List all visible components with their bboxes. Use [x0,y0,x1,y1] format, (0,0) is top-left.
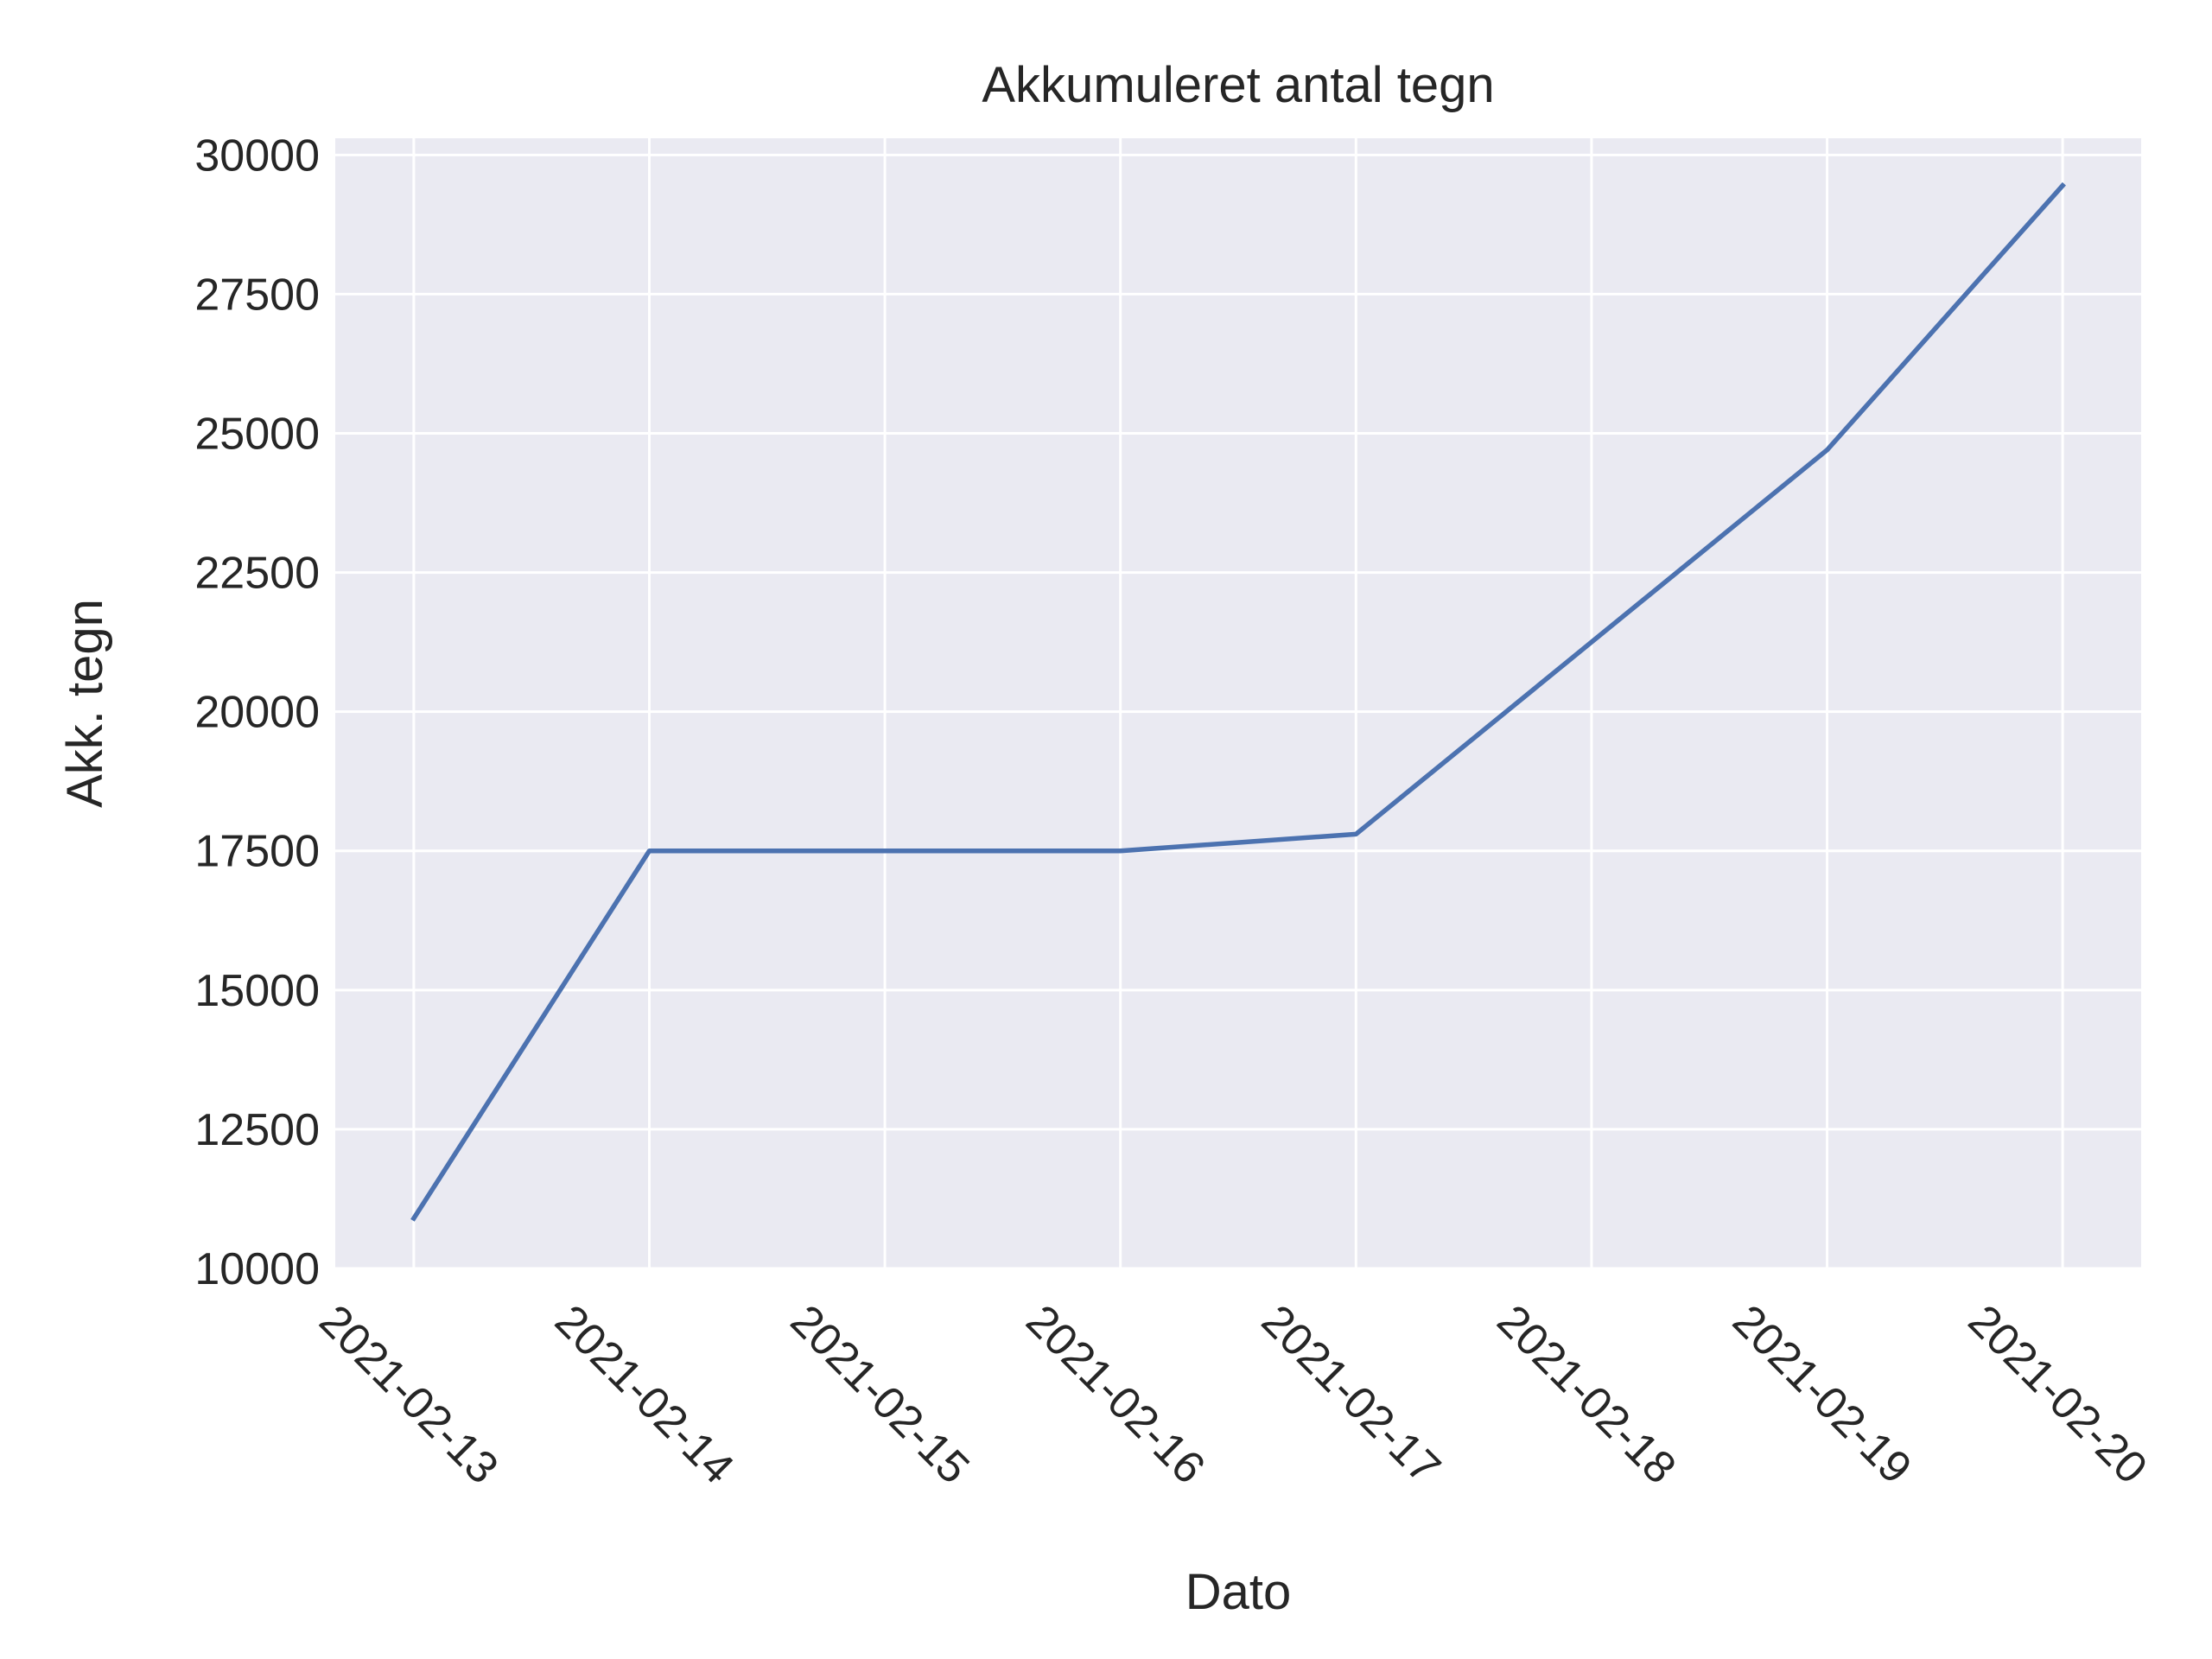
series-line [410,181,2066,1222]
y-tick-label: 22500 [194,549,320,599]
x-tick-label: 2021-02-19 [1723,1295,1921,1493]
y-tick-label: 25000 [194,409,320,459]
plot-area [335,138,2141,1268]
y-tick-label: 12500 [194,1105,320,1155]
y-axis-label: Akk. tegn [57,599,113,808]
x-axis-label: Dato [1185,1564,1292,1620]
x-tick-label: 2021-02-14 [545,1295,743,1493]
x-tick-label: 2021-02-18 [1487,1295,1685,1493]
x-tick-label: 2021-02-20 [1959,1295,2157,1493]
x-tick-labels: 2021-02-13 2021-02-14 2021-02-15 2021-02-16… [309,1295,2156,1493]
x-tick-label: 2021-02-16 [1016,1295,1214,1493]
y-tick-label: 27500 [194,270,320,320]
y-tick-label: 20000 [194,688,320,738]
y-tick-labels: 10000 12500 15000 17500 20000 22500 25000 27500… [194,130,320,1294]
y-tick-label: 30000 [194,130,320,181]
y-tick-label: 15000 [194,966,320,1016]
y-tick-label: 10000 [194,1244,320,1294]
series-group [410,181,2066,1222]
y-tick-label: 17500 [194,827,320,877]
grid-lines [335,138,2141,1270]
x-tick-label: 2021-02-15 [781,1295,979,1493]
x-tick-label: 2021-02-17 [1252,1295,1450,1493]
x-tick-label: 2021-02-13 [309,1295,507,1493]
chart-title: Akkumuleret antal tegn [982,57,1494,113]
